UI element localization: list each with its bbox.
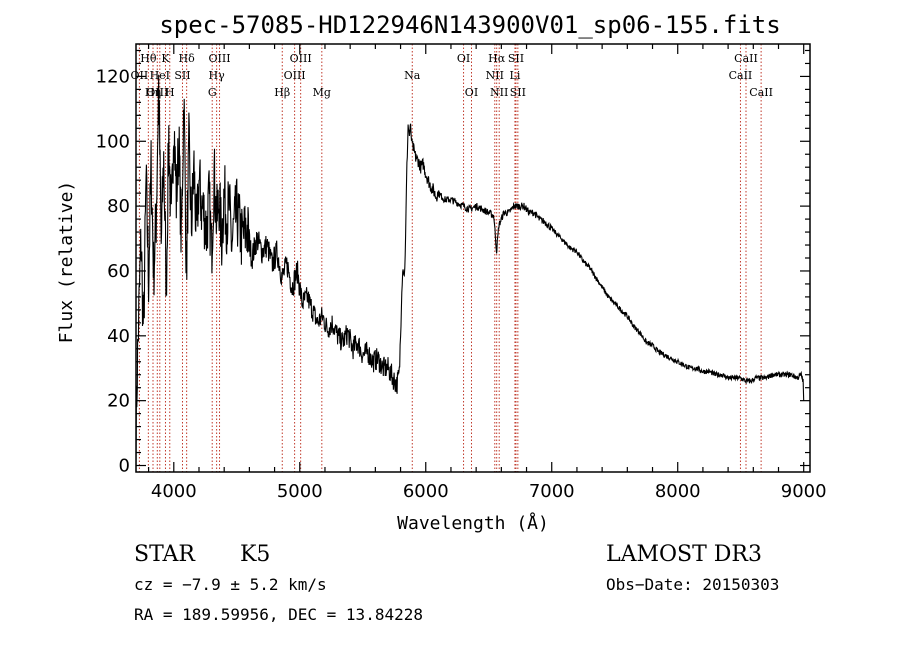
x-tick-label: 4000 bbox=[151, 481, 197, 502]
spectral-line-label: SII bbox=[508, 52, 524, 65]
spectral-line-markers bbox=[138, 44, 762, 472]
spectral-line-label: OIII bbox=[208, 52, 230, 65]
y-axis-label: Flux (relative) bbox=[56, 181, 77, 344]
x-tick-label: 9000 bbox=[781, 481, 827, 502]
chart-title: spec-57085-HD122946N143900V01_sp06-155.f… bbox=[159, 11, 780, 39]
spectral-line-label: NII bbox=[490, 86, 508, 99]
x-tick-label: 7000 bbox=[529, 481, 575, 502]
x-tick-label: 5000 bbox=[277, 481, 323, 502]
spectral-line-label: HeI bbox=[150, 69, 170, 82]
spectral-line-label: CaII bbox=[734, 52, 758, 65]
spectrum-series-line bbox=[135, 74, 805, 473]
spectral-line-label: Hδ bbox=[179, 52, 196, 65]
spectral-line-label: OIII bbox=[146, 86, 168, 99]
y-tick-label: 0 bbox=[119, 456, 130, 477]
x-axis-label: Wavelength (Å) bbox=[397, 512, 549, 534]
spectral-line-label: SII bbox=[510, 86, 526, 99]
spectral-line-label: Hη bbox=[145, 86, 161, 99]
spectral-line-label: CaII bbox=[749, 86, 773, 99]
spectral-line-label: NII bbox=[486, 69, 504, 82]
spectral-line-label: OI bbox=[465, 86, 478, 99]
x-tick-label: 8000 bbox=[655, 481, 701, 502]
spectral-line-label: K bbox=[161, 52, 170, 65]
spectral-line-label: OI bbox=[457, 52, 470, 65]
y-tick-label: 120 bbox=[96, 66, 130, 87]
spectral-line-label: OIII bbox=[290, 52, 312, 65]
x-tick-label: 6000 bbox=[403, 481, 449, 502]
y-tick-label: 80 bbox=[107, 196, 130, 217]
sky-coordinates: RA = 189.59956, DEC = 13.84228 bbox=[134, 605, 423, 624]
object-class: STAR bbox=[134, 542, 196, 567]
spectral-line-label: Na bbox=[404, 69, 421, 82]
spectral-line-label: Hα bbox=[488, 52, 506, 65]
spectral-line-label: Hγ bbox=[209, 69, 226, 82]
y-axis: 0 20 40 60 80 100 120 bbox=[96, 49, 810, 477]
spectral-line-label: CaII bbox=[729, 69, 753, 82]
y-tick-label: 40 bbox=[107, 326, 130, 347]
survey-name: LAMOST DR3 bbox=[606, 542, 762, 567]
spectral-line-label: Hθ bbox=[140, 52, 157, 65]
spectral-line-label: OIII bbox=[284, 69, 306, 82]
spectral-line-label: OII bbox=[131, 69, 149, 82]
spectral-line-label: Mg bbox=[313, 86, 331, 99]
observation-date: Obs−Date: 20150303 bbox=[606, 575, 779, 594]
y-tick-label: 20 bbox=[107, 391, 130, 412]
plot-frame bbox=[135, 43, 811, 473]
spectral-line-label: G bbox=[208, 86, 217, 99]
spectral-line-label: SII bbox=[174, 69, 190, 82]
x-axis: 4000 5000 6000 7000 8000 9000 bbox=[147, 44, 827, 502]
y-tick-label: 100 bbox=[96, 131, 130, 152]
spectral-line-label: Hβ bbox=[274, 86, 290, 99]
redshift-velocity: cz = −7.9 ± 5.2 km/s bbox=[134, 575, 327, 594]
y-tick-label: 60 bbox=[107, 261, 130, 282]
object-subclass: K5 bbox=[240, 542, 270, 567]
spectral-line-labels: Hθ OII OIII K HeI Hη SII H Hδ OIII Hγ G Hβ OIII OIII Mg… bbox=[131, 52, 773, 99]
spectral-line-label: Li bbox=[510, 69, 521, 82]
spectral-line-label: H bbox=[165, 86, 175, 99]
